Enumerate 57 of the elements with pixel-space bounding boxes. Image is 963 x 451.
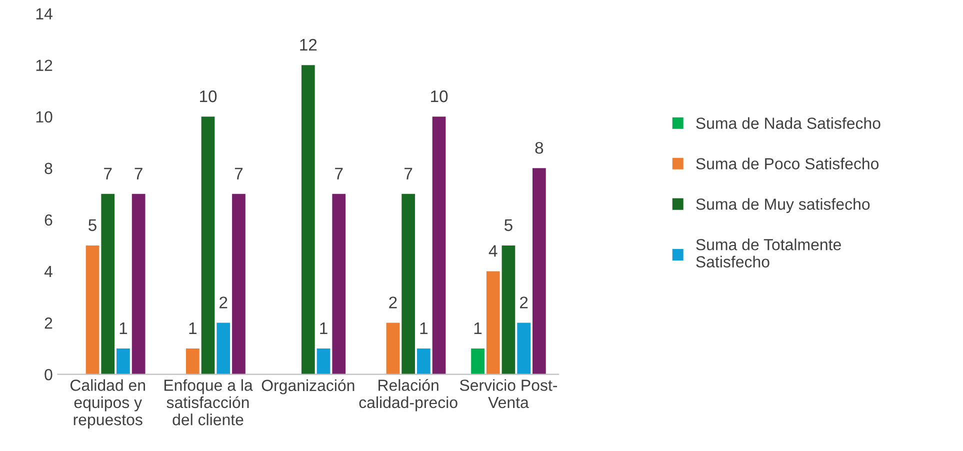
data-label: 12 — [300, 38, 317, 51]
bar — [416, 348, 430, 374]
legend-label: Suma de Totalmente Satisfecho — [696, 238, 841, 268]
y-tick-label: 8 — [44, 162, 52, 174]
x-tick-label: Calidad en equipos y repuestos — [70, 379, 146, 428]
y-tick-label: 6 — [44, 214, 52, 226]
x-tick-label: Organización — [262, 379, 354, 394]
bar — [116, 348, 130, 374]
bar — [332, 194, 346, 374]
bar — [402, 194, 415, 374]
bar — [232, 194, 246, 374]
bar — [502, 245, 516, 374]
bar — [216, 322, 230, 374]
y-tick-label: 12 — [36, 60, 52, 71]
data-label: 10 — [200, 90, 217, 102]
y-tick-label: 14 — [36, 8, 52, 20]
bar — [101, 194, 115, 374]
bar — [432, 116, 446, 374]
bar — [316, 348, 330, 374]
bar — [301, 65, 315, 374]
data-label: 1 — [474, 322, 482, 334]
data-label: 1 — [189, 322, 196, 334]
x-tick-label: Relación calidad-precio — [359, 379, 458, 412]
data-label: 1 — [320, 322, 328, 334]
data-label: 7 — [404, 168, 412, 180]
data-label: 7 — [234, 168, 243, 180]
legend-label: Suma de Muy satisfecho — [696, 198, 870, 213]
data-label: 1 — [120, 322, 128, 334]
data-label: 4 — [488, 245, 498, 257]
data-label: 7 — [134, 168, 142, 180]
data-label: 5 — [88, 219, 96, 232]
bar — [86, 245, 100, 374]
bar — [471, 348, 484, 374]
y-tick-label: 4 — [44, 266, 52, 278]
data-label: 2 — [220, 296, 228, 308]
y-tick-label: 2 — [44, 317, 52, 329]
data-label: 8 — [535, 142, 544, 154]
data-label: 10 — [431, 90, 448, 102]
y-tick-label: 10 — [36, 111, 52, 123]
bar — [132, 194, 146, 374]
bar — [486, 271, 500, 374]
legend-label: Suma de Nada Satisfecho — [696, 117, 880, 129]
y-tick-label: 0 — [44, 368, 52, 380]
x-tick-label: Enfoque a la satisfacción del cliente — [164, 379, 253, 426]
data-label: 5 — [504, 219, 512, 232]
x-tick-label: Servicio Post- Venta — [460, 379, 558, 408]
bar — [532, 168, 546, 374]
data-label: 7 — [104, 168, 112, 180]
data-label: 1 — [420, 322, 428, 334]
data-label: 2 — [389, 296, 397, 308]
bar — [386, 322, 400, 374]
bar — [517, 322, 530, 374]
data-label: 2 — [520, 296, 528, 308]
bar — [201, 116, 215, 374]
legend-label: Suma de Poco Satisfecho — [696, 158, 879, 170]
data-label: 7 — [335, 168, 343, 180]
bar — [186, 348, 200, 374]
